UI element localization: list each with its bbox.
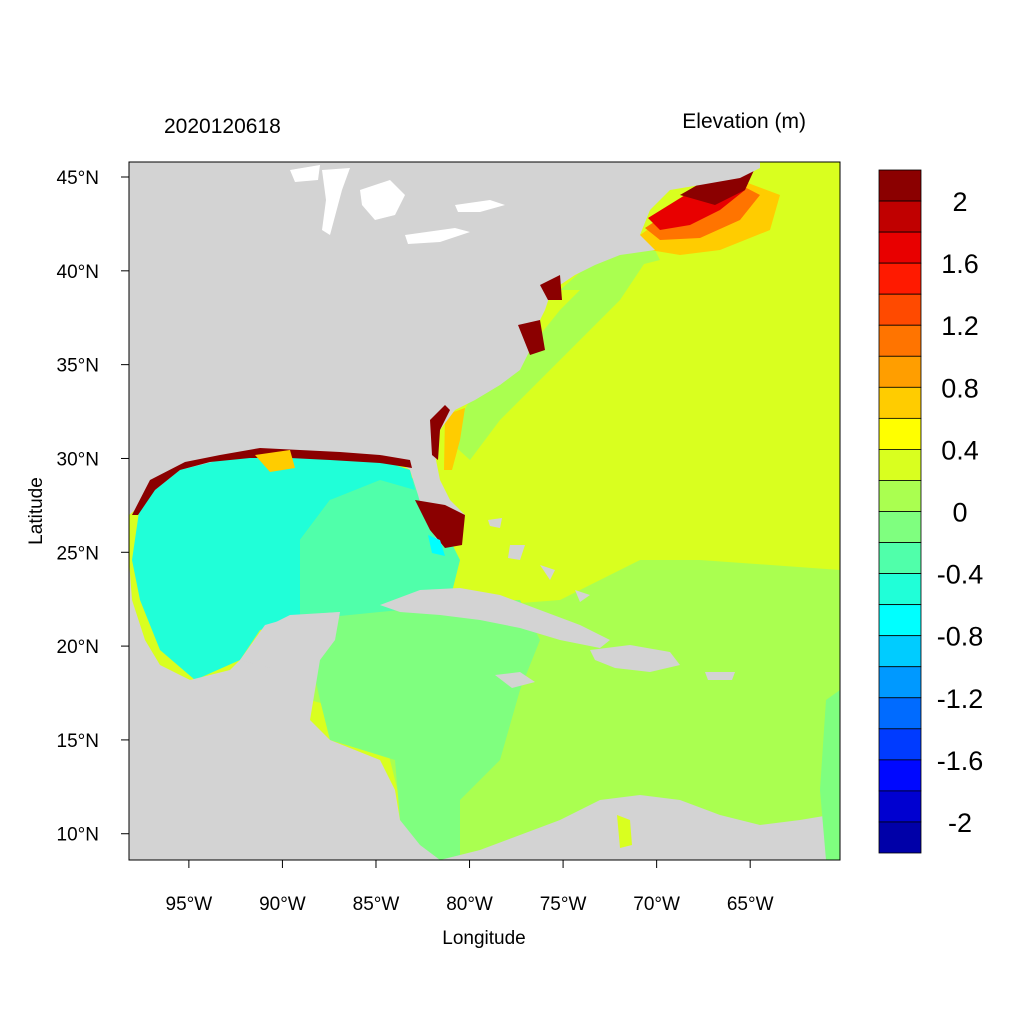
colorbar-swatch [878,697,922,730]
colorbar-swatch [878,511,922,543]
colorbar-swatch [878,635,922,668]
florida-east-surge [444,408,465,470]
plot-frame [128,161,841,861]
colorbar-label: -0.4 [937,560,984,590]
map-title: Elevation (m) [682,110,806,133]
land-hispaniola [590,645,680,672]
x-axis-label: Longitude [442,928,525,949]
lake-maracaibo [617,815,632,848]
y-tick-label: 45°N [57,168,99,189]
y-tick-label: 10°N [57,825,99,846]
colorbar-swatch [878,480,922,512]
florida-keys-cyan [428,535,445,556]
colorbar-label: 1.2 [941,311,979,341]
colorbar-swatch [878,262,922,295]
y-tick-label: 15°N [57,731,99,752]
bahamas-islands [488,518,590,602]
south-florida-surge [415,500,465,548]
eastern-caribbean-edge [820,690,840,860]
land-south-america [440,795,840,860]
colorbar-label: 0.4 [941,435,979,465]
colorbar-swatch [878,417,922,450]
colorbar-label: -0.8 [937,622,984,652]
colorbar-swatch [878,386,922,419]
land-mexico-central-america [129,560,440,860]
y-axis-ticks: 45°N 40°N 35°N 30°N 25°N 20°N 15°N 10°N [57,168,129,846]
y-axis-label: Latitude [26,477,47,545]
caribbean-west-zone [300,600,540,860]
date-label: 2020120618 [164,115,281,138]
colorbar-swatch [878,200,922,233]
colorbar-swatch [878,573,922,606]
x-tick-label: 90°W [259,894,306,915]
x-tick-label: 70°W [633,894,680,915]
colorbar-swatch [878,666,922,699]
colorbar-swatch [878,759,922,792]
colorbar-swatch [878,355,922,388]
land-jamaica [495,672,535,688]
colorbar-label: -1.6 [937,746,984,776]
y-tick-label: 20°N [57,637,99,658]
colorbar-swatch [878,790,922,823]
x-tick-label: 85°W [353,894,400,915]
y-tick-label: 35°N [57,356,99,377]
x-tick-label: 75°W [540,894,587,915]
x-tick-label: 80°W [446,894,493,915]
y-tick-label: 40°N [57,262,99,283]
map-panel [129,162,840,860]
colorbar-swatch [878,728,922,761]
land-puerto-rico [705,672,735,680]
mid-atlantic-shelf-zone [448,255,650,460]
colorbar-swatch [878,821,922,854]
coastal-surge-fringe [132,275,562,515]
colorbar-swatch [878,449,922,481]
gulf-of-mexico [132,455,415,680]
colorbar-swatch [878,231,922,264]
land-cuba [380,588,610,648]
colorbar-swatch [878,604,922,637]
colorbar-swatch [878,542,922,574]
colorbar-label: 2 [952,187,967,217]
x-tick-label: 95°W [166,894,213,915]
louisiana-surge [255,450,295,472]
yucatan-peninsula [240,612,340,668]
colorbar-swatch [878,169,922,202]
x-tick-label: 65°W [727,894,774,915]
land-north-america [129,162,760,545]
colorbar-swatch [878,293,922,326]
colorbar-label: -2 [948,808,972,838]
colorbar-label: -1.2 [937,684,984,714]
colorbar-swatch [878,324,922,357]
colorbar: 2 1.6 1.2 0.8 0.4 0 -0.4 -0.8 -1.2 -1.6 -2 [878,169,984,854]
great-lakes [290,165,505,244]
colorbar-label: 1.6 [941,249,979,279]
x-axis-ticks: 95°W 90°W 85°W 80°W 75°W 70°W 65°W [166,860,774,915]
y-tick-label: 25°N [57,543,99,564]
y-tick-label: 30°N [57,449,99,470]
colorbar-label: 0 [952,498,967,528]
colorbar-label: 0.8 [941,373,979,403]
